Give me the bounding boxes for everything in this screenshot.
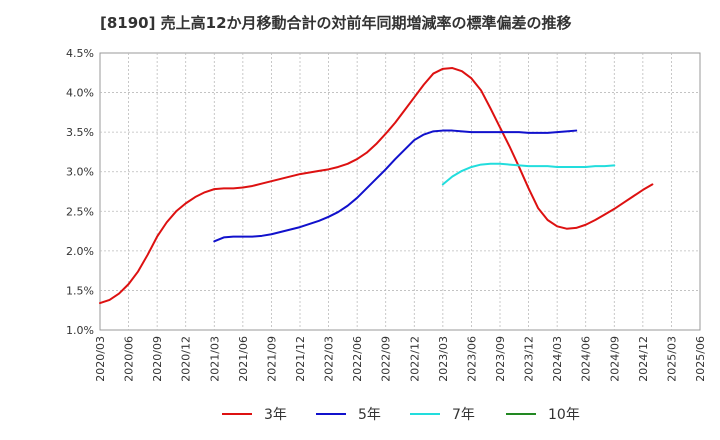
- x-tick-label: 2021/06: [237, 336, 250, 382]
- x-tick-label: 2020/03: [94, 336, 107, 382]
- x-tick-label: 2022/06: [351, 336, 364, 382]
- x-tick-label: 2022/12: [408, 336, 421, 382]
- chart-title: [8190] 売上高12か月移動合計の対前年同期増減率の標準偏差の推移: [100, 14, 572, 32]
- y-tick-label: 1.0%: [66, 324, 94, 337]
- x-tick-label: 2022/03: [323, 336, 336, 382]
- x-tick-label: 2023/06: [465, 336, 478, 382]
- series-line-5年: [213, 129, 578, 243]
- x-tick-label: 2020/06: [123, 336, 136, 382]
- y-tick-label: 3.0%: [66, 166, 94, 179]
- y-tick-label: 2.5%: [66, 205, 94, 218]
- legend-label: 3年: [264, 407, 287, 423]
- x-tick-label: 2023/03: [437, 336, 450, 382]
- legend-label: 10年: [548, 407, 580, 423]
- y-tick-label: 3.5%: [66, 126, 94, 139]
- legend-label: 7年: [452, 407, 475, 423]
- legend-label: 5年: [358, 407, 381, 423]
- x-tick-label: 2024/06: [580, 336, 593, 382]
- x-tick-label: 2024/12: [637, 336, 650, 382]
- y-tick-label: 2.0%: [66, 245, 94, 258]
- x-tick-label: 2022/09: [380, 336, 393, 382]
- series-line-7年: [441, 162, 616, 186]
- x-tick-label: 2020/09: [151, 336, 164, 382]
- x-tick-label: 2021/03: [208, 336, 221, 382]
- x-tick-label: 2024/03: [551, 336, 564, 382]
- x-tick-label: 2025/06: [694, 336, 707, 382]
- series-line-3年: [99, 67, 654, 305]
- y-tick-label: 1.5%: [66, 284, 94, 297]
- x-tick-label: 2025/03: [665, 336, 678, 382]
- x-tick-label: 2021/09: [265, 336, 278, 382]
- x-tick-label: 2023/12: [523, 336, 536, 382]
- x-tick-label: 2023/09: [494, 336, 507, 382]
- plot-area: [99, 52, 701, 331]
- x-tick-label: 2024/09: [608, 336, 621, 382]
- y-tick-label: 4.5%: [66, 47, 94, 60]
- x-tick-label: 2021/12: [294, 336, 307, 382]
- y-tick-label: 4.0%: [66, 87, 94, 100]
- x-tick-label: 2020/12: [180, 336, 193, 382]
